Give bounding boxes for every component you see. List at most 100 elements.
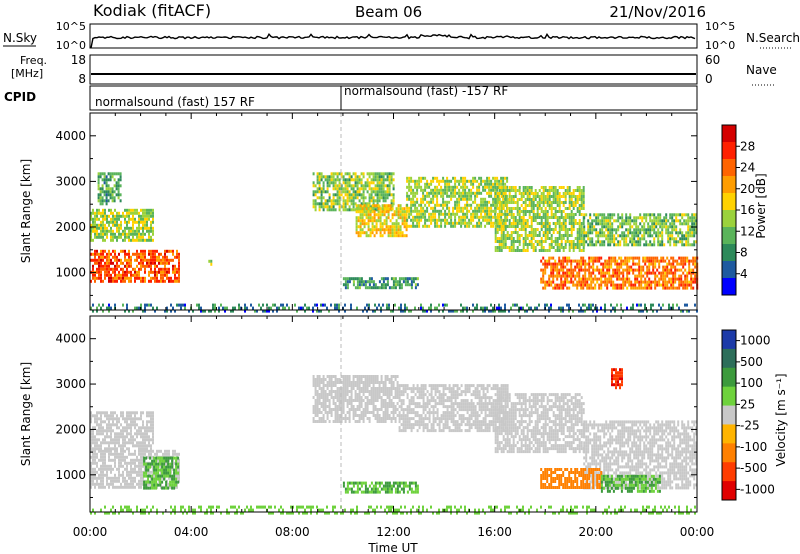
power-data-cell: [464, 194, 467, 198]
power-data-cell: [546, 265, 549, 269]
power-data-cell: [650, 306, 652, 310]
velocity-data-cell: [128, 414, 130, 418]
velocity-data-cell: [152, 464, 154, 468]
power-data-cell: [90, 217, 92, 221]
power-data-cell: [580, 228, 583, 231]
power-data-cell: [582, 201, 585, 204]
power-data-cell: [454, 188, 457, 192]
velocity-data-cell: [157, 474, 160, 478]
power-data-cell: [550, 246, 553, 249]
power-data-cell: [404, 309, 406, 313]
power-data-cell: [544, 262, 547, 266]
power-data-cell: [618, 286, 621, 290]
power-data-cell: [109, 193, 112, 197]
power-data-cell: [364, 306, 366, 310]
power-data-cell: [446, 191, 449, 195]
power-data-cell: [692, 286, 695, 290]
velocity-data-cell: [116, 420, 118, 424]
power-data-cell: [418, 203, 421, 207]
power-data-cell: [410, 206, 413, 210]
power-data-cell: [474, 194, 477, 198]
power-data-cell: [653, 231, 656, 235]
power-data-cell: [498, 249, 501, 252]
velocity-data-cell: [98, 485, 100, 489]
power-data-cell: [546, 231, 549, 234]
power-data-cell: [540, 277, 543, 281]
power-data-cell: [140, 208, 142, 212]
power-data-cell: [476, 179, 479, 183]
power-data-cell: [366, 303, 368, 307]
power-data-cell: [679, 222, 682, 226]
power-data-cell: [638, 309, 640, 313]
power-data-cell: [668, 280, 671, 284]
power-data-cell: [101, 202, 104, 206]
power-data-cell: [344, 303, 346, 307]
power-data-cell: [590, 303, 592, 307]
power-data-cell: [576, 228, 579, 231]
power-data-cell: [658, 277, 661, 281]
velocity-data-cell: [114, 449, 116, 453]
power-data-cell: [382, 175, 385, 179]
power-data-cell: [601, 213, 604, 217]
power-data-cell: [578, 195, 581, 198]
power-data-cell: [588, 306, 590, 310]
velocity-data-cell: [144, 467, 146, 471]
power-data-cell: [520, 192, 523, 195]
power-data-cell: [550, 306, 552, 310]
power-data-cell: [115, 184, 118, 188]
power-data-cell: [649, 213, 652, 217]
power-data-cell: [401, 234, 404, 238]
power-data-cell: [626, 306, 628, 310]
power-data-cell: [498, 210, 501, 213]
power-data-cell: [387, 216, 390, 220]
velocity-data-cell: [124, 435, 126, 439]
power-data-cell: [288, 306, 290, 310]
power-data-cell: [546, 280, 549, 284]
power-data-cell: [388, 303, 390, 307]
velocity-data-cell: [98, 432, 100, 436]
power-data-cell: [410, 203, 413, 207]
cpid-panel: CPID normalsound (fast) 157 RF normalsou…: [4, 84, 698, 111]
power-data-cell: [385, 204, 388, 208]
power-data-cell: [512, 186, 515, 189]
power-data-cell: [150, 211, 152, 215]
velocity-data-cell: [132, 441, 134, 445]
power-data-cell: [360, 277, 363, 281]
power-data-cell: [638, 256, 641, 260]
power-data-cell: [542, 225, 545, 228]
power-data-cell: [611, 234, 614, 238]
power-data-cell: [312, 202, 315, 206]
power-data-cell: [374, 193, 377, 197]
power-data-cell: [496, 192, 499, 195]
power-data-cell: [480, 182, 483, 186]
power-data-cell: [672, 277, 675, 281]
power-data-cell: [420, 179, 423, 183]
power-data-cell: [674, 286, 677, 290]
power-data-cell: [628, 280, 631, 284]
power-data-cell: [488, 212, 491, 216]
power-data-cell: [520, 198, 523, 201]
power-data-cell: [695, 222, 698, 226]
velocity-data-cell: [126, 429, 128, 433]
power-data-cell: [412, 188, 415, 192]
power-data-cell: [399, 210, 402, 214]
power-data-cell: [399, 216, 402, 220]
velocity-data-cell: [155, 462, 158, 466]
velocity-data-cell: [116, 438, 118, 442]
power-data-cell: [134, 217, 136, 221]
power-data-cell: [566, 228, 569, 231]
power-data-cell: [262, 303, 264, 307]
power-data-cell: [582, 274, 585, 278]
power-data-cell: [112, 211, 114, 215]
velocity-data-cell: [118, 470, 120, 474]
power-data-cell: [578, 207, 581, 210]
power-data-cell: [320, 303, 322, 307]
power-data-cell: [393, 222, 396, 226]
power-data-cell: [380, 277, 383, 281]
power-data-cell: [446, 194, 449, 198]
power-data-cell: [656, 259, 659, 263]
power-data-cell: [647, 222, 650, 226]
power-data-cell: [627, 243, 630, 247]
power-data-cell: [152, 252, 154, 256]
power-data-cell: [562, 222, 565, 225]
